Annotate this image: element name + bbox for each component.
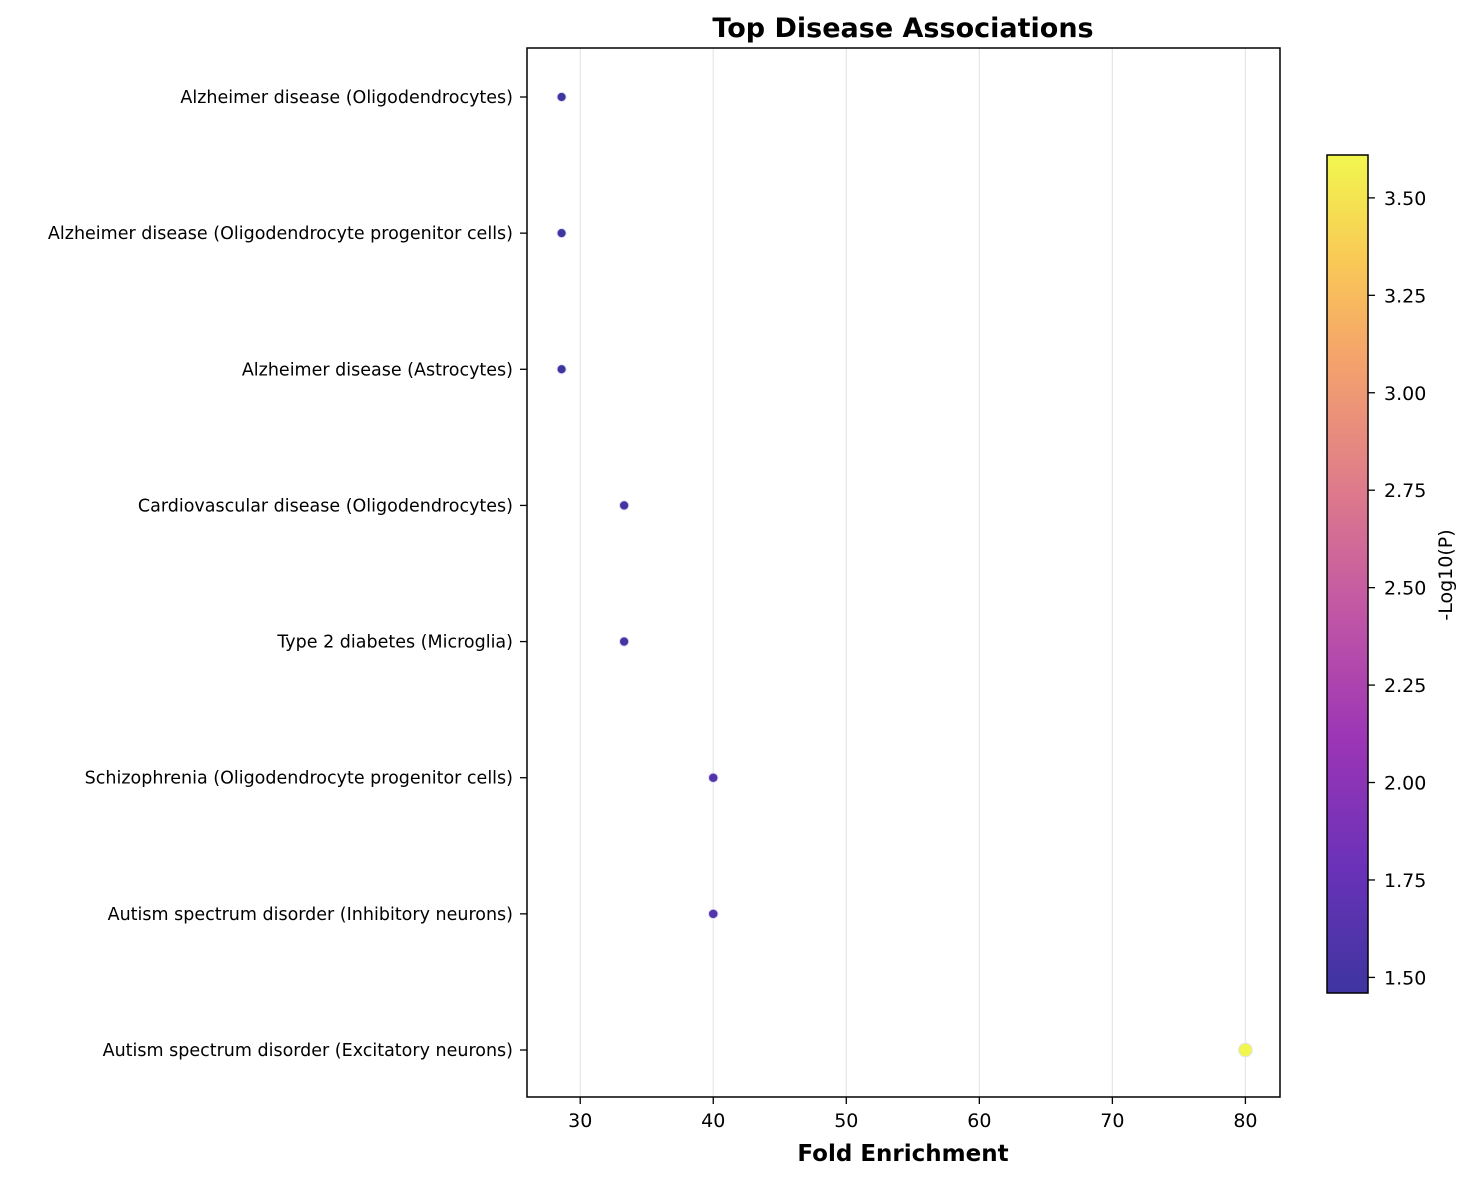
x-axis: 30 40 50 60 70 80 (568, 1097, 1258, 1132)
colorbar-tick-label: 3.00 (1384, 383, 1426, 405)
y-tick-label: Autism spectrum disorder (Excitatory neu… (103, 1041, 513, 1061)
y-axis: Alzheimer disease (Oligodendrocytes) Alzh… (48, 88, 527, 1061)
y-tick-label: Schizophrenia (Oligodendrocyte progenito… (85, 769, 513, 789)
colorbar-tick-label: 2.25 (1384, 675, 1426, 697)
data-point (1238, 1042, 1253, 1058)
colorbar-tick-label: 3.25 (1384, 285, 1426, 307)
x-tick-label: 70 (1100, 1110, 1124, 1132)
data-point (556, 364, 567, 375)
data-point (618, 636, 630, 647)
chart-title: Top Disease Associations (712, 13, 1093, 44)
colorbar-tick-label: 1.50 (1384, 967, 1426, 989)
colorbar-tick-label: 2.00 (1384, 773, 1426, 795)
colorbar-tick-label: 3.50 (1384, 188, 1426, 210)
data-point (618, 500, 630, 511)
data-point (707, 908, 719, 920)
colorbar (1326, 154, 1369, 994)
y-tick-label: Alzheimer disease (Oligodendrocytes) (180, 88, 513, 108)
x-tick-label: 40 (701, 1110, 725, 1132)
x-axis-label: Fold Enrichment (797, 1141, 1008, 1167)
y-tick-label: Alzheimer disease (Oligodendrocyte proge… (48, 224, 513, 244)
data-points (556, 91, 1253, 1058)
x-tick-label: 50 (834, 1110, 858, 1132)
x-tick-label: 60 (967, 1110, 991, 1132)
gridlines (579, 48, 1247, 1097)
data-point (556, 91, 567, 103)
data-point (707, 772, 719, 783)
plot-area-frame (526, 47, 1281, 1098)
x-tick-label: 30 (568, 1110, 592, 1132)
y-tick-label: Alzheimer disease (Astrocytes) (242, 360, 513, 380)
y-tick-label: Cardiovascular disease (Oligodendrocytes… (138, 496, 513, 516)
data-point (556, 228, 567, 239)
colorbar-tick-label: 2.50 (1384, 578, 1426, 600)
x-tick-label: 80 (1233, 1110, 1257, 1132)
colorbar-tick-label: 1.75 (1384, 870, 1426, 892)
colorbar-tick-label: 2.75 (1384, 480, 1426, 502)
colorbar-label: -Log10(P) (1435, 529, 1457, 620)
colorbar-ticks: 1.50 1.75 2.00 2.25 2.50 2.75 3.00 3.25 3.50 (1368, 188, 1426, 989)
y-tick-label: Autism spectrum disorder (Inhibitory neu… (108, 905, 513, 925)
y-tick-label: Type 2 diabetes (Microglia) (276, 633, 513, 653)
